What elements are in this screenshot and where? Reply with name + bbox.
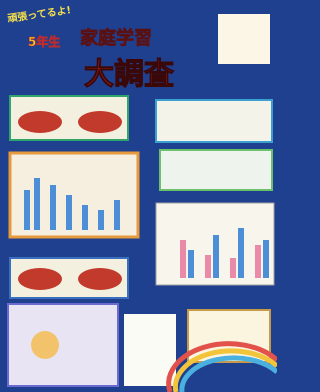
pie-drawing: [18, 268, 62, 290]
table-panel: [160, 150, 272, 190]
pie-drawing: [18, 111, 62, 133]
page: {"header": {"slogan": "頑張ってるよ!", "grade"…: [0, 0, 277, 392]
pie-drawing: [78, 111, 122, 133]
note-card: [218, 14, 270, 64]
title: 家庭学習: [80, 27, 152, 49]
grade: 5年生: [28, 34, 60, 49]
poster: 頑張ってるよ! 5年生 家庭学習 大調査: [0, 0, 277, 392]
pie-drawing: [78, 268, 122, 290]
illustration: [31, 331, 59, 359]
photo-panel: [8, 304, 118, 386]
subtitle: 大調査: [84, 57, 174, 92]
table-panel: [156, 100, 272, 142]
